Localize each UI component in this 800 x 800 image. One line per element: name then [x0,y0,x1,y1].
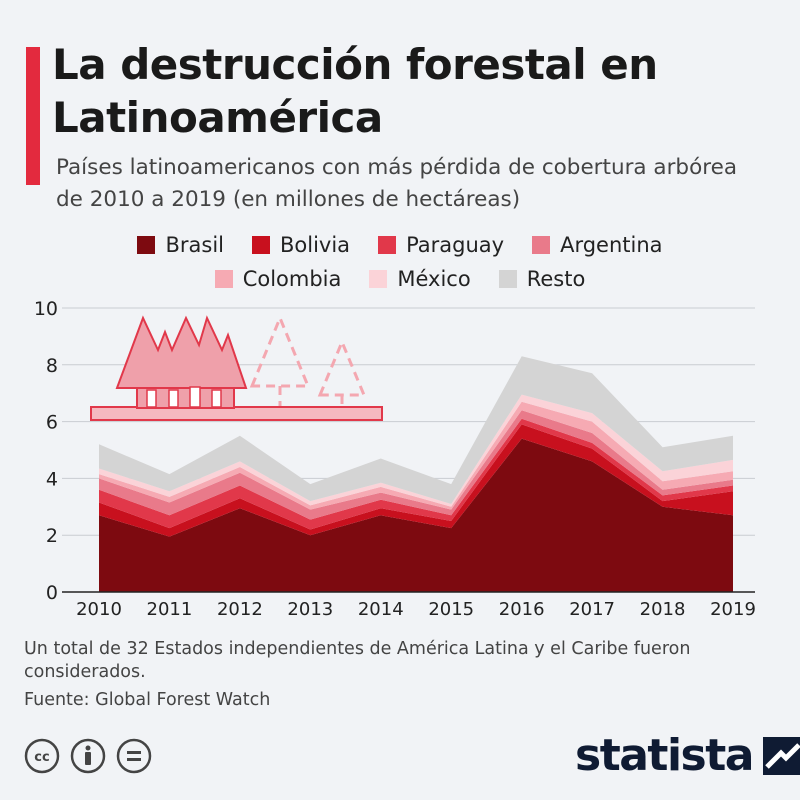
area-bolivia [99,424,733,537]
legend-item-resto: Resto [498,267,586,291]
source-note: Fuente: Global Forest Watch [24,690,271,710]
area-colombia [99,401,733,510]
x-tick-label: 2014 [358,599,404,620]
legend-item-paraguay: Paraguay [378,233,504,257]
x-tick-label: 2019 [710,599,756,620]
x-tick-label: 2018 [640,599,686,620]
legend-item-brasil: Brasil [137,233,224,257]
legend-label: Colombia [242,267,342,291]
legend-item-argentina: Argentina [532,233,663,257]
legend-row-1: Brasil Bolivia Paraguay Argentina [0,228,800,262]
legend-swatch [378,236,397,254]
legend-swatch [252,236,270,254]
y-tick-label: 4 [46,468,58,490]
legend-item-colombia: Colombia [214,267,342,291]
legend-item-mexico: México [369,267,471,291]
legend-label: Paraguay [406,233,505,257]
legend-swatch [532,236,551,254]
y-tick-label: 8 [46,355,58,377]
area-resto [99,356,733,504]
license-icons: cc [24,738,152,774]
legend-label: Resto [526,267,586,291]
creative-commons-icon[interactable]: cc [24,738,60,774]
x-tick-label: 2012 [217,599,263,620]
legend: Brasil Bolivia Paraguay Argentina Colomb… [0,228,800,296]
legend-label: Bolivia [280,233,351,257]
legend-item-bolivia: Bolivia [252,233,350,257]
area-paraguay [99,418,733,530]
dashed-tree-icon [249,314,367,406]
y-tick-label: 2 [46,525,58,547]
x-tick-label: 2016 [499,599,545,620]
chart-subtitle: Países latinoamericanos con más pérdida … [56,155,738,212]
legend-row-2: Colombia México Resto [0,262,800,296]
brand-name: statista [575,730,754,781]
area-series [99,356,733,592]
statista-logo-icon [762,737,800,775]
area-argentina [99,410,733,520]
legend-label: Argentina [560,233,663,257]
legend-swatch [498,270,517,288]
area-chart: 0 2 4 6 8 10 2010 2011 2012 2013 2014 2015 2016 2017 2… [34,298,756,620]
forest-block-icon [90,315,383,421]
y-tick-label: 6 [46,412,58,434]
statista-brand[interactable]: statista [575,732,800,780]
accent-bar [26,47,40,185]
footnote: Un total de 32 Estados independientes de… [24,639,691,682]
x-tick-label: 2013 [287,599,333,620]
forest-illustration [90,314,383,421]
svg-text:cc: cc [34,750,49,765]
axes: 0 2 4 6 8 10 2010 2011 2012 2013 2014 2015 2016 2017 2… [34,298,756,620]
x-tick-label: 2010 [76,599,122,620]
legend-label: Brasil [165,233,224,257]
chart-title: La destrucción forestal en Latinoamérica [52,40,658,142]
y-tick-label: 10 [34,298,58,320]
legend-label: México [397,267,471,291]
x-tick-label: 2017 [569,599,615,620]
legend-swatch [214,270,233,288]
area-brasil [99,438,733,592]
y-tick-label: 0 [46,582,58,604]
legend-swatch [137,236,156,254]
attribution-icon[interactable] [70,738,106,774]
x-tick-label: 2011 [147,599,193,620]
x-tick-label: 2015 [428,599,474,620]
legend-swatch [369,270,388,288]
no-derivatives-icon[interactable] [116,738,152,774]
